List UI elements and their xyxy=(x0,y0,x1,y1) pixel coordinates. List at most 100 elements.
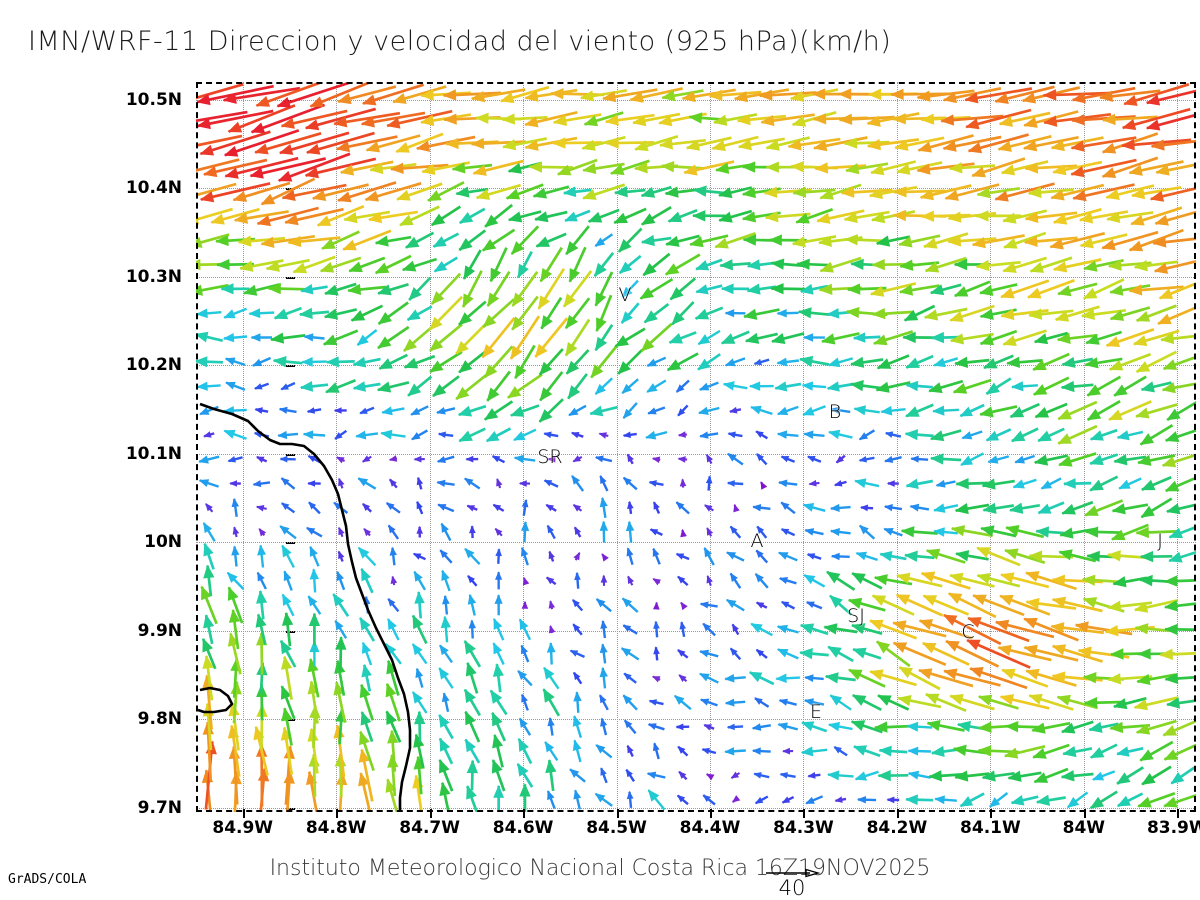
wind-arrow xyxy=(376,381,410,393)
wind-arrow xyxy=(1137,454,1176,466)
wind-arrow xyxy=(627,575,635,586)
wind-arrow xyxy=(1010,427,1039,443)
wind-arrow xyxy=(378,353,408,370)
wind-arrow xyxy=(1133,598,1179,613)
wind-arrow xyxy=(1025,597,1077,610)
wind-arrow xyxy=(1035,794,1066,806)
wind-arrow xyxy=(706,527,714,537)
wind-arrow xyxy=(518,480,531,487)
wind-arrow xyxy=(514,344,536,380)
wind-arrow xyxy=(1108,400,1152,421)
wind-arrow xyxy=(436,455,455,463)
wind-arrow xyxy=(923,307,968,321)
wind-arrow xyxy=(1109,721,1151,734)
wind-arrow xyxy=(851,572,883,590)
wind-arrow xyxy=(834,796,847,803)
wind-arrow xyxy=(1010,381,1038,392)
wind-arrow xyxy=(985,428,1012,442)
wind-arrow xyxy=(933,527,958,537)
plot-border xyxy=(196,82,1196,812)
wind-arrow xyxy=(751,723,771,731)
wind-arrow xyxy=(955,477,989,490)
wind-arrow xyxy=(1051,644,1103,663)
wind-arrow xyxy=(248,308,275,319)
wind-arrow xyxy=(520,521,530,543)
wind-arrow xyxy=(1159,648,1196,660)
wind-arrow xyxy=(595,744,613,759)
wind-arrow xyxy=(906,721,933,732)
wind-arrow xyxy=(680,601,688,611)
wind-arrow xyxy=(701,747,717,755)
wind-arrow xyxy=(835,454,846,464)
wind-arrow xyxy=(903,550,935,562)
wind-arrow xyxy=(678,770,688,781)
wind-arrow xyxy=(833,480,847,487)
wind-arrow xyxy=(777,551,798,562)
wind-arrow xyxy=(1009,402,1040,419)
wind-arrow xyxy=(411,691,428,714)
wind-arrow xyxy=(848,668,886,688)
wind-arrow xyxy=(520,644,530,663)
wind-arrow xyxy=(492,734,504,768)
wind-arrow xyxy=(847,597,886,612)
wind-arrow xyxy=(1033,454,1068,466)
grid-line-vertical xyxy=(429,82,431,812)
wind-arrow xyxy=(1089,453,1118,466)
wind-arrow xyxy=(955,550,989,562)
wind-arrow xyxy=(771,332,805,344)
wind-arrow xyxy=(918,619,973,640)
x-tick-label: 84.1W xyxy=(960,818,1021,838)
wind-arrow xyxy=(614,327,646,348)
wind-arrow xyxy=(983,354,1014,370)
wind-arrow xyxy=(780,501,796,515)
wind-arrow xyxy=(546,642,556,665)
wind-arrow xyxy=(520,693,529,711)
wind-arrow xyxy=(798,355,830,367)
wind-arrow xyxy=(699,601,718,609)
wind-arrow xyxy=(943,668,1001,687)
wind-arrow xyxy=(760,481,768,490)
wind-arrow xyxy=(464,738,481,764)
wind-arrow xyxy=(859,504,874,512)
x-tick-mark xyxy=(616,809,619,818)
wind-arrow xyxy=(803,698,825,707)
wind-arrow xyxy=(702,622,716,637)
wind-arrow xyxy=(884,431,902,438)
wind-arrow xyxy=(223,307,248,319)
wind-arrow xyxy=(513,428,537,442)
grid-line-vertical xyxy=(803,82,805,812)
wind-arrow xyxy=(776,308,799,318)
wind-arrow xyxy=(572,715,583,738)
wind-arrow xyxy=(702,794,716,806)
wind-arrow xyxy=(928,379,964,394)
wind-arrow xyxy=(432,375,460,398)
wind-arrow xyxy=(918,668,974,688)
grid-line-horizontal xyxy=(196,453,1196,455)
wind-arrow xyxy=(886,480,899,487)
wind-arrow xyxy=(437,431,454,439)
wind-arrow xyxy=(898,666,941,691)
wind-arrow xyxy=(959,403,985,418)
wind-vector-plot[interactable]: V SR B A J SJ C E xyxy=(196,82,1196,812)
wind-arrow xyxy=(600,767,608,784)
wind-arrow xyxy=(679,621,687,638)
wind-arrow xyxy=(429,323,463,352)
wind-arrow xyxy=(599,643,608,664)
wind-arrow xyxy=(1002,329,1047,347)
wind-arrow xyxy=(743,308,780,320)
wind-arrow xyxy=(1086,375,1122,397)
wind-arrow xyxy=(980,525,1017,538)
wind-arrow xyxy=(873,574,913,586)
wind-arrow xyxy=(270,332,306,344)
wind-arrow xyxy=(441,569,451,592)
wind-arrow xyxy=(567,373,588,400)
wind-arrow xyxy=(949,304,995,322)
wind-arrow xyxy=(726,723,744,731)
wind-arrow xyxy=(777,722,799,731)
wind-arrow xyxy=(1057,400,1098,421)
wind-arrow xyxy=(922,594,970,616)
x-tick-mark xyxy=(990,809,993,818)
wind-arrow xyxy=(377,325,410,350)
wind-arrow xyxy=(1023,617,1079,642)
wind-arrow xyxy=(646,771,666,779)
